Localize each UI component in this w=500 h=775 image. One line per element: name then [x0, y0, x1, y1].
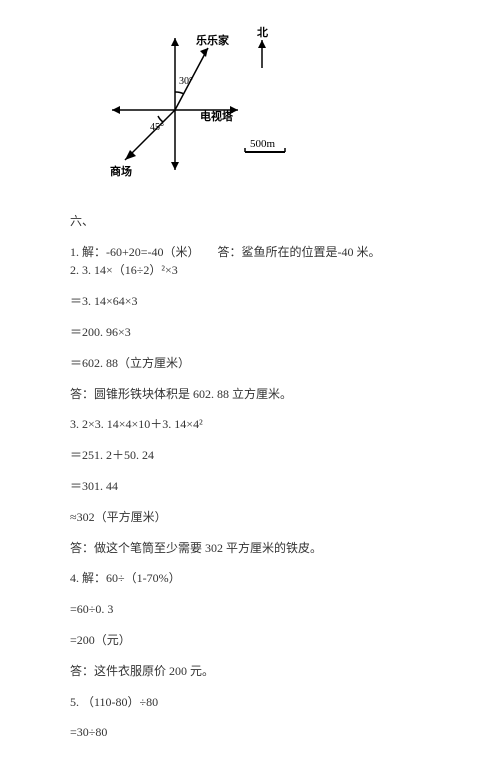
label-north: 北: [257, 25, 268, 39]
solution-line: ＝3. 14×64×3: [70, 293, 450, 310]
solution-line: ＝200. 96×3: [70, 324, 450, 341]
solution-lines: 1. 解：-60+20=-40（米） 答：鲨鱼所在的位置是-40 米。2. 3.…: [70, 244, 450, 742]
label-tv-tower: 电视塔: [200, 109, 234, 123]
solution-line: ＝251. 2＋50. 24: [70, 447, 450, 464]
solution-line: =200（元）: [70, 632, 450, 649]
solution-line: 答：这件衣服原价 200 元。: [70, 663, 450, 680]
solution-line: 2. 3. 14×（16÷2）²×3: [70, 262, 450, 279]
solution-line: 1. 解：-60+20=-40（米） 答：鲨鱼所在的位置是-40 米。: [70, 244, 450, 261]
diagram-svg: 乐乐家 北 电视塔 商场 500m 30° 45°: [90, 20, 300, 180]
solution-line: ＝602. 88（立方厘米）: [70, 355, 450, 372]
label-angle-45: 45°: [150, 122, 164, 133]
solution-line: 4. 解：60÷（1-70%）: [70, 570, 450, 587]
solution-line: 3. 2×3. 14×4×10＋3. 14×4²: [70, 416, 450, 433]
solution-line: 5. （110-80）÷80: [70, 694, 450, 711]
label-scale: 500m: [250, 138, 276, 150]
solution-line: ＝301. 44: [70, 478, 450, 495]
label-angle-30: 30°: [179, 76, 193, 87]
solution-line: =60÷0. 3: [70, 601, 450, 618]
direction-diagram: 乐乐家 北 电视塔 商场 500m 30° 45°: [90, 20, 450, 185]
page: 乐乐家 北 电视塔 商场 500m 30° 45° 六、 1. 解：-60+20…: [0, 0, 500, 775]
solution-line: 答：做这个笔筒至少需要 302 平方厘米的铁皮。: [70, 540, 450, 557]
solution-line: ≈302（平方厘米）: [70, 509, 450, 526]
label-lele-home: 乐乐家: [196, 33, 230, 47]
solution-line: =30÷80: [70, 724, 450, 741]
solution-line: 答：圆锥形铁块体积是 602. 88 立方厘米。: [70, 386, 450, 403]
section-heading: 六、: [70, 213, 450, 230]
label-mall: 商场: [110, 164, 132, 178]
